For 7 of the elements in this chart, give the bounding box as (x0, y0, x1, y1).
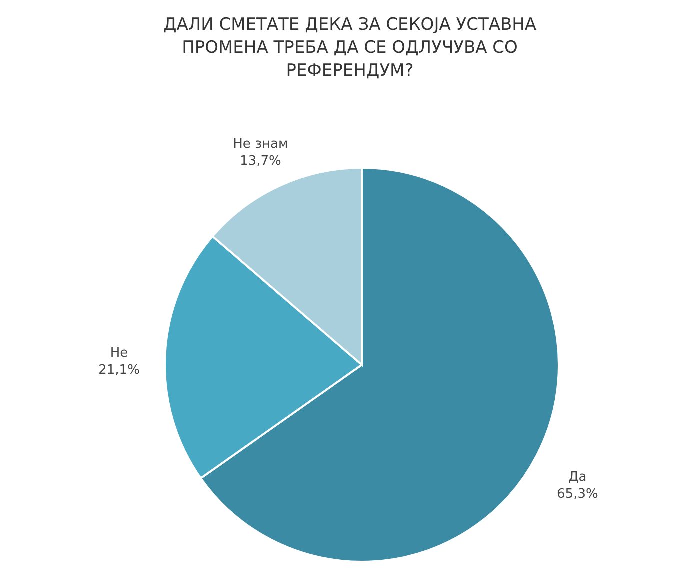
slice-label: Не (110, 346, 128, 362)
data-label: 21,1% (98, 363, 140, 378)
data-label: 13,7% (240, 154, 282, 170)
chart-title: ДАЛИ СМЕТАТЕ ДЕКА ЗА СЕКОЈА УСТАВНА ПРОМЕНА ТРЕБА ДА СЕ ОДЛУЧУВА СО РЕФЕРЕНДУМ? (163, 15, 537, 81)
data-label: 65,3% (557, 486, 598, 502)
slice-label: Да (568, 470, 587, 485)
slice-label: Не знам (233, 137, 288, 152)
